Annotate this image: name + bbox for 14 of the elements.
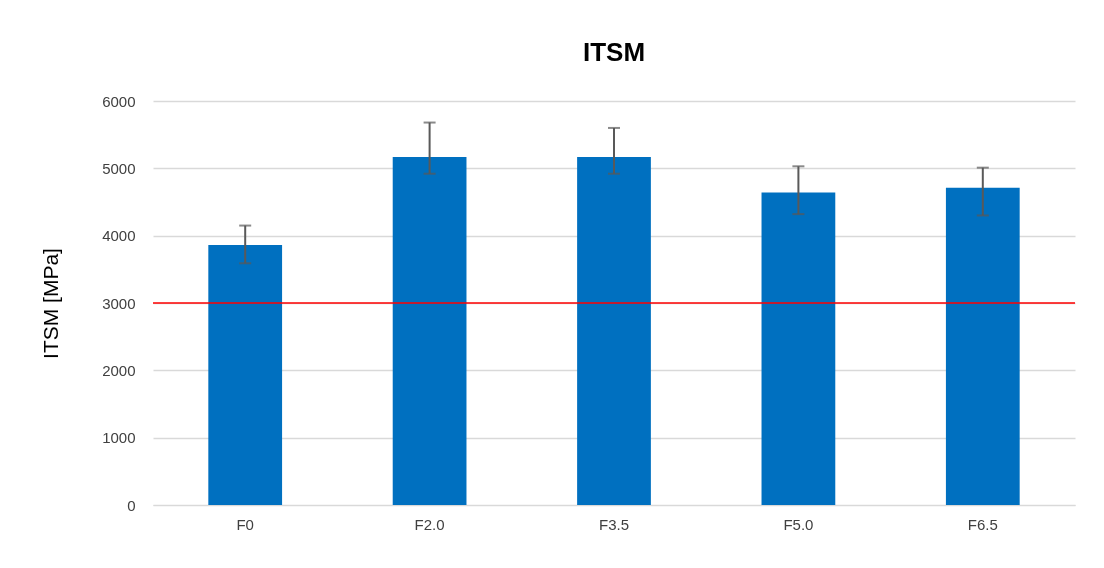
chart-title: ITSM (582, 37, 646, 67)
x-tick-label: F5.0 (783, 515, 814, 533)
x-tick-label: F3.5 (598, 515, 630, 533)
y-tick-label: 0 (127, 496, 136, 514)
y-tick-label: 4000 (102, 227, 136, 245)
y-tick-label: 1000 (102, 429, 136, 447)
y-tick-label: 6000 (102, 92, 136, 110)
x-tick-label: F6.5 (967, 515, 998, 533)
y-tick-label: 3000 (102, 294, 136, 312)
x-tick-label: F0 (236, 515, 254, 533)
y-tick-label: 5000 (102, 159, 136, 177)
x-tick-label: F2.0 (414, 515, 445, 533)
y-axis-title: ITSM [MPa] (39, 248, 63, 359)
y-tick-label: 2000 (102, 361, 136, 379)
